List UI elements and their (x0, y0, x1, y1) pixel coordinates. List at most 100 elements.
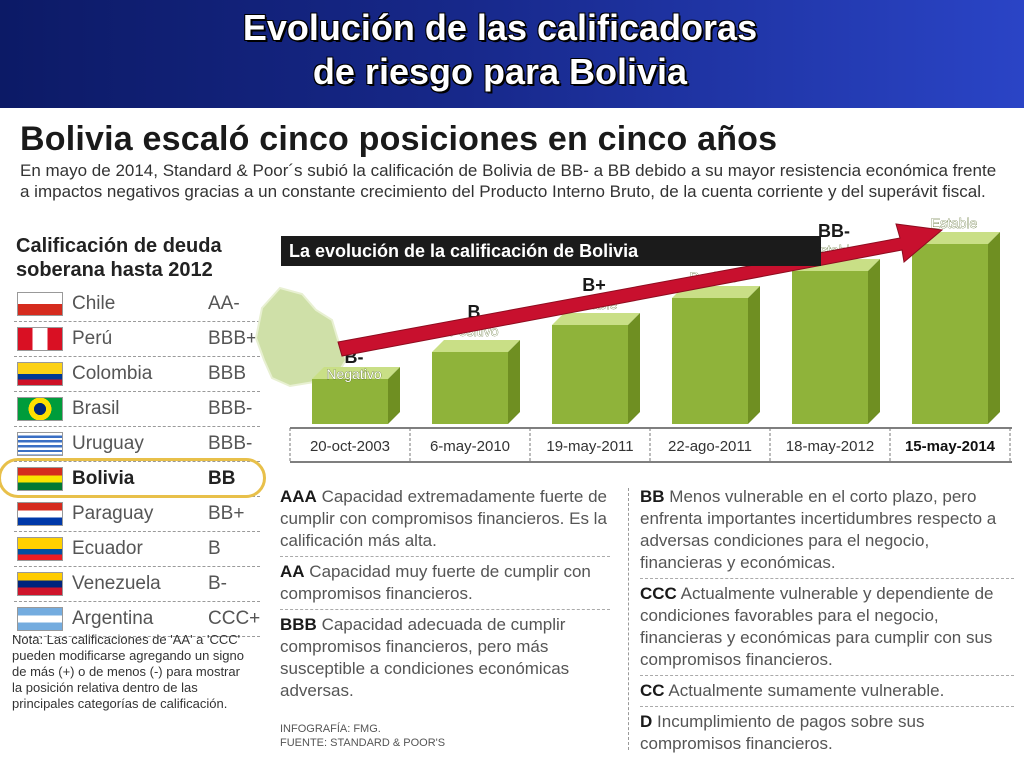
uruguay-flag-icon (18, 433, 62, 455)
country-rating: BB (208, 468, 236, 489)
country-name: Bolivia (72, 468, 135, 489)
country-row-uruguay: Uruguay BBB- (14, 427, 260, 462)
definition-text: Capacidad adecuada de cumplir compromiso… (280, 615, 570, 700)
definition-code: AA (280, 562, 305, 581)
definition-bbb: BBB Capacidad adecuada de cumplir compro… (280, 614, 610, 706)
source-line1: INFOGRAFÍA: FMG. (280, 723, 381, 735)
rating-bar-side (988, 232, 1000, 424)
country-rating: BBB- (208, 398, 253, 419)
bolivia-highlight-ring (0, 458, 266, 498)
country-name: Chile (72, 293, 116, 314)
rating-label: BB (941, 210, 967, 214)
definition-cc: CC Actualmente sumamente vulnerable. (640, 680, 1014, 707)
source-line2: FUENTE: STANDARD & POOR'S (280, 737, 446, 749)
country-row-brasil: Brasil BBB- (14, 392, 260, 427)
ranking-title: Calificación de deuda soberana hasta 201… (16, 235, 222, 281)
country-rating: B (208, 538, 221, 559)
definition-ccc: CCC Actualmente vulnerable y dependiente… (640, 583, 1014, 676)
infographic-panel (0, 108, 1024, 768)
definition-d: D Incumplimiento de pagos sobre sus comp… (640, 711, 1014, 759)
slide-title-line1: Evolución de las calificadoras (242, 7, 758, 48)
country-row-peru: Perú BBB+ (14, 322, 260, 357)
rating-bar-side (508, 340, 520, 424)
country-row-ecuador: Ecuador B (14, 532, 260, 567)
colombia-flag-icon (18, 363, 62, 385)
infographic-intro: En mayo de 2014, Standard & Poor´s subió… (20, 161, 997, 201)
argentina-flag-icon (18, 608, 62, 630)
rating-bar (432, 352, 508, 424)
country-row-venezuela: Venezuela B- (14, 567, 260, 602)
rating-label: B+ (582, 275, 606, 295)
definition-bb: BB Menos vulnerable en el corto plazo, p… (640, 486, 1014, 579)
slide-title-line2: de riesgo para Bolivia (312, 51, 688, 92)
rating-bar (312, 379, 388, 424)
outlook-label: Negativo (326, 366, 381, 382)
infographic-title: Bolivia escaló cinco posiciones en cinco… (20, 120, 778, 158)
rating-bar-side (748, 286, 760, 424)
rating-bar-side (388, 367, 400, 424)
trend-arrow-icon (337, 223, 944, 357)
definition-text: Incumplimiento de pagos sobre sus compro… (640, 712, 925, 753)
date-label: 18-may-2012 (786, 438, 874, 455)
rating-bar-top (312, 367, 400, 379)
ecuador-flag-icon (18, 538, 62, 560)
country-name: Uruguay (72, 433, 144, 454)
rating-label: BB- (818, 221, 850, 241)
definition-code: AAA (280, 487, 317, 506)
country-name: Argentina (72, 608, 154, 629)
country-name: Ecuador (72, 538, 143, 559)
ranking-note: Nota: Las calificaciones de 'AA' a 'CCC'… (12, 632, 245, 711)
rating-bar-side (868, 259, 880, 424)
country-rating: AA- (208, 293, 240, 314)
country-rating: BBB (208, 363, 247, 384)
chile-flag-icon (18, 293, 62, 315)
definition-code: CCC (640, 584, 677, 603)
definitions-right: BB Menos vulnerable en el corto plazo, p… (640, 486, 1014, 763)
slide-title: Evolución de las calificadoras de riesgo… (0, 6, 1000, 94)
definition-code: BB (640, 487, 665, 506)
definition-code: CC (640, 681, 665, 700)
country-row-colombia: Colombia BBB (14, 357, 260, 392)
country-list: Chile AA- Perú BBB+ Colombia BBB Brasil BBB- Uru… (14, 287, 260, 637)
country-row-bolivia: Bolivia BB (14, 462, 260, 497)
brasil-flag-icon (18, 398, 62, 420)
country-name: Paraguay (72, 503, 154, 524)
source-credit: INFOGRAFÍA: FMG. FUENTE: STANDARD & POOR… (280, 722, 445, 750)
rating-bar (912, 244, 988, 424)
rating-bar-top (432, 340, 520, 352)
country-row-chile: Chile AA- (14, 287, 260, 322)
country-row-paraguay: Paraguay BB+ (14, 497, 260, 532)
date-label: 19-may-2011 (546, 438, 633, 455)
date-label: 6-may-2010 (430, 438, 510, 455)
date-label: 20-oct-2003 (310, 438, 390, 455)
outlook-label: Estable (931, 215, 978, 231)
definition-code: D (640, 712, 653, 731)
bolivia-flag-icon (18, 468, 62, 490)
definition-text: Menos vulnerable en el corto plazo, pero… (640, 487, 997, 572)
country-row-argentina: Argentina CCC+ (14, 602, 260, 637)
definition-aa: AA Capacidad muy fuerte de cumplir con c… (280, 561, 610, 610)
definition-text: Capacidad extremadamente fuerte de cumpl… (280, 487, 607, 550)
definitions-left: AAA Capacidad extremadamente fuerte de c… (280, 486, 610, 710)
rating-bar (672, 298, 748, 424)
country-name: Brasil (72, 398, 120, 419)
chart-title-bar: La evolución de la calificación de Boliv… (281, 236, 821, 266)
rating-bar (792, 271, 868, 424)
definition-text: Actualmente vulnerable y dependiente de … (640, 584, 994, 669)
rating-bar (552, 325, 628, 424)
country-name: Venezuela (72, 573, 161, 594)
definitions-divider (628, 488, 629, 750)
rating-evolution-chart: B-Negativo20-oct-2003BPositivo6-may-2010… (254, 210, 1012, 463)
country-rating: BBB- (208, 433, 253, 454)
peru-flag-icon (18, 328, 62, 350)
rating-bar-side (628, 313, 640, 424)
definition-aaa: AAA Capacidad extremadamente fuerte de c… (280, 486, 610, 557)
country-name: Colombia (72, 363, 153, 384)
country-name: Perú (72, 328, 113, 349)
date-label: 22-ago-2011 (668, 438, 752, 455)
venezuela-flag-icon (18, 573, 62, 595)
date-label: 15-may-2014 (905, 438, 996, 455)
country-rating: CCC+ (208, 608, 261, 629)
slide-header: Evolución de las calificadoras de riesgo… (0, 0, 1024, 108)
definition-text: Capacidad muy fuerte de cumplir con comp… (280, 562, 591, 603)
